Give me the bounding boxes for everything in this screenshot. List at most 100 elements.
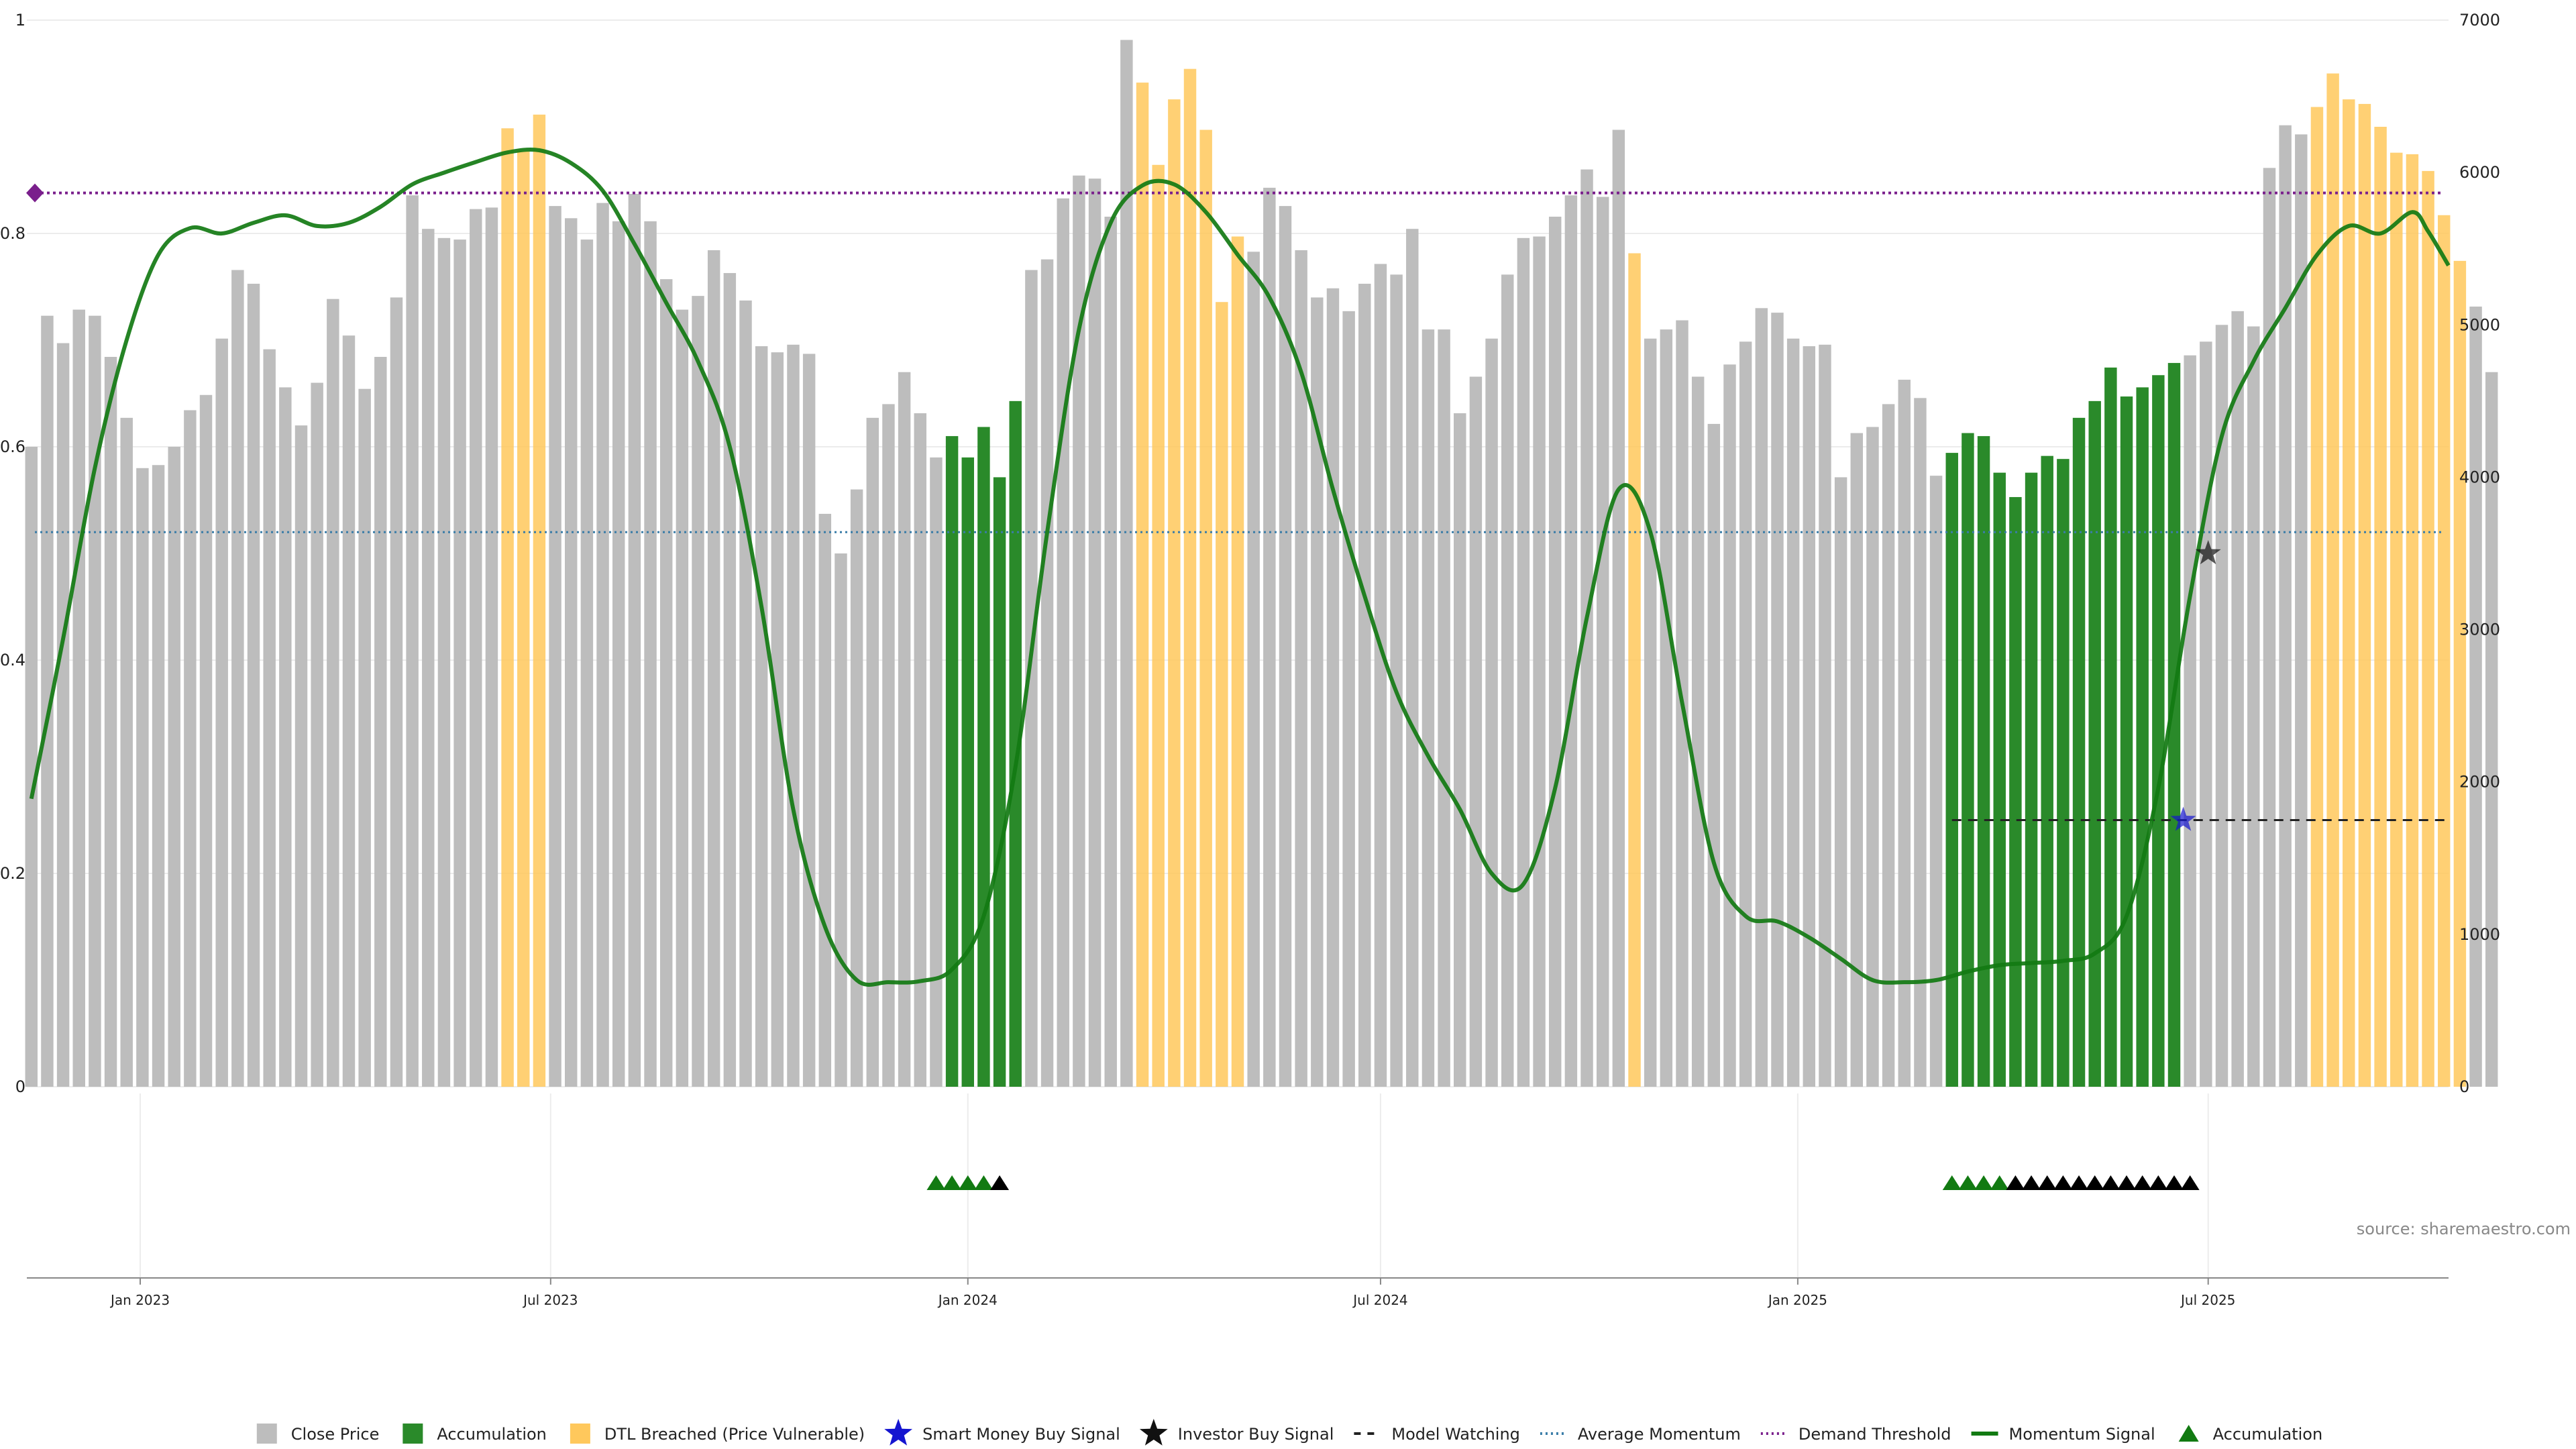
close-price-bar <box>2231 311 2244 1087</box>
legend-star-icon <box>1139 1419 1168 1446</box>
close-price-bar <box>342 335 356 1087</box>
accumulation-bar <box>961 457 974 1087</box>
close-price-bar <box>215 338 228 1087</box>
axes: Jan 2023 Jul 2023 Jan 2024 Jul 2024 Jan 2025… <box>0 11 2500 1308</box>
close-price-bar <box>1295 250 1307 1087</box>
close-price-bar <box>89 315 101 1087</box>
close-price-bar <box>104 356 117 1087</box>
close-price-bar <box>818 513 832 1087</box>
close-price-bar <box>723 273 737 1087</box>
close-price-bar <box>1421 329 1435 1087</box>
accumulation-bar <box>977 427 990 1087</box>
close-price-bar <box>1485 338 1498 1087</box>
close-price-bar <box>676 309 689 1087</box>
close-price-bar <box>1120 40 1133 1087</box>
legend-item: Average Momentum <box>1540 1425 1741 1444</box>
right-tick-label: 0 <box>2459 1077 2469 1096</box>
close-price-bar <box>1104 217 1117 1087</box>
accumulation-bar <box>2088 400 2101 1087</box>
close-price-bar <box>1882 404 1895 1087</box>
close-price-bar <box>1580 169 1593 1087</box>
legend-label: Accumulation <box>2213 1425 2323 1444</box>
accumulation-triangle <box>2133 1175 2152 1190</box>
accumulation-triangle <box>2037 1175 2057 1190</box>
accumulation-bar <box>2120 396 2133 1087</box>
dtl-breached-bar <box>2358 103 2371 1087</box>
dtl-breached-bar <box>2422 170 2434 1087</box>
close-price-bar <box>1342 311 1355 1087</box>
legend-label: Close Price <box>291 1425 380 1444</box>
accumulation-bar <box>2072 417 2086 1087</box>
accumulation-bar <box>1977 436 1990 1087</box>
close-price-bar <box>914 413 927 1087</box>
legend-item: Close Price <box>256 1424 380 1444</box>
close-price-bar <box>406 195 419 1087</box>
close-price-bar <box>1469 376 1483 1087</box>
dtl-breached-bar <box>1136 83 1149 1087</box>
x-tick-label: Jan 2025 <box>1767 1292 1827 1308</box>
accumulation-triangle <box>926 1175 946 1190</box>
accumulation-triangle <box>958 1175 977 1190</box>
close-price-bar <box>1660 329 1673 1087</box>
legend-item: DTL Breached (Price Vulnerable) <box>570 1424 865 1444</box>
close-price-bar <box>311 382 323 1087</box>
legend-label: Momentum Signal <box>2009 1425 2155 1444</box>
close-price-bar <box>279 387 292 1087</box>
accumulation-bar <box>2167 363 2181 1087</box>
close-price-bar <box>390 297 403 1087</box>
close-price-bar <box>1707 423 1721 1087</box>
close-price-bar <box>739 300 752 1087</box>
close-price-bar <box>1548 217 1562 1087</box>
close-price-bar <box>882 404 895 1087</box>
dtl-breached-bar <box>501 128 514 1087</box>
accumulation-triangle <box>1942 1175 1962 1190</box>
close-price-bar <box>835 553 847 1087</box>
close-price-bar <box>422 229 435 1087</box>
close-price-bar <box>1612 129 1625 1087</box>
dtl-breached-bar <box>2326 73 2339 1087</box>
close-price-bar <box>327 299 339 1087</box>
close-price-bar <box>1914 398 1927 1087</box>
close-price-bar <box>1358 283 1371 1087</box>
dtl-breached-bar <box>1216 302 1228 1087</box>
dtl-breached-bar <box>517 151 530 1087</box>
close-price-bar <box>1311 297 1324 1087</box>
legend-label: Model Watching <box>1391 1425 1520 1444</box>
accumulation-triangle <box>2165 1175 2184 1190</box>
close-price-bar <box>707 250 720 1087</box>
close-price-bar <box>2295 134 2308 1087</box>
close-price-bar <box>1263 187 1276 1087</box>
close-price-bar <box>549 206 561 1087</box>
accumulation-triangle <box>974 1175 994 1190</box>
x-tick-label: Jan 2023 <box>109 1292 170 1308</box>
close-price-bar <box>184 410 197 1087</box>
accumulation-triangle <box>943 1175 962 1190</box>
accumulation-bar <box>2104 367 2117 1087</box>
dtl-breached-bar <box>1628 253 1641 1087</box>
close-price-bar <box>294 425 308 1087</box>
legend-item: Accumulation <box>2178 1425 2323 1444</box>
dtl-breached-bar <box>1183 68 1197 1087</box>
dtl-breached-bar <box>2453 260 2467 1087</box>
close-price-bar <box>1644 338 1657 1087</box>
close-price-bar <box>1088 178 1102 1087</box>
accumulation-triangle <box>2180 1175 2200 1190</box>
close-price-bar <box>231 270 244 1087</box>
legend-label: Accumulation <box>437 1425 547 1444</box>
dtl-breached-bar <box>1168 99 1181 1087</box>
close-price-bar <box>25 447 38 1087</box>
close-price-bar <box>136 468 149 1087</box>
legend-item: Smart Money Buy Signal <box>884 1419 1120 1446</box>
close-price-bar <box>1723 364 1736 1087</box>
left-tick-label: 0.4 <box>0 651 25 669</box>
close-price-bar <box>453 239 466 1087</box>
close-price-bar <box>1040 259 1054 1087</box>
close-price-bar <box>1454 413 1466 1087</box>
close-price-bar <box>644 221 657 1087</box>
close-price-bar <box>850 489 863 1087</box>
dtl-breached-bar <box>2406 154 2419 1087</box>
accumulation-bar <box>2025 472 2038 1087</box>
close-price-bar <box>1438 329 1450 1087</box>
close-price-bar <box>1755 308 1768 1087</box>
accumulation-triangle <box>1974 1175 1994 1190</box>
